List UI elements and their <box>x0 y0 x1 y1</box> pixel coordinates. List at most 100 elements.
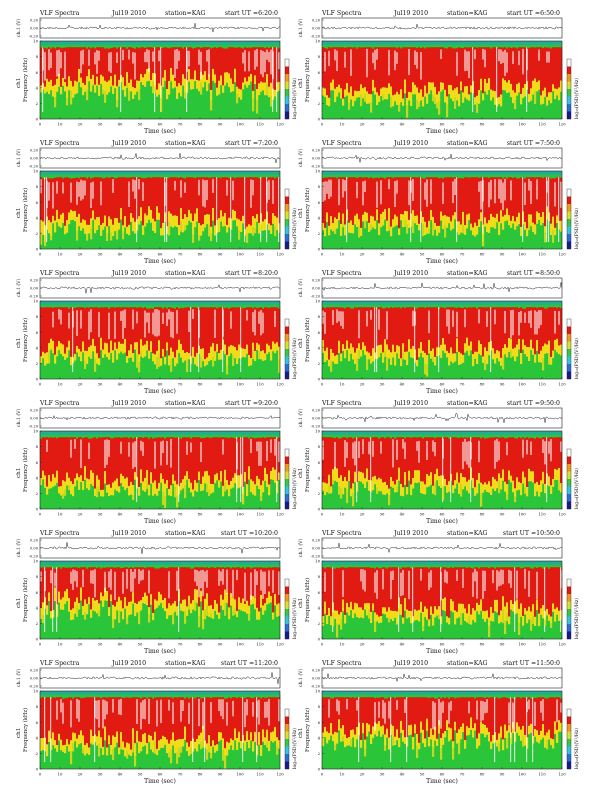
time-tick-label: 30 <box>380 252 385 257</box>
spectrogram-cell <box>372 304 375 349</box>
spectrogram-cell <box>358 695 360 762</box>
spectrogram-cell <box>532 471 535 483</box>
spectrogram-cell <box>238 731 241 743</box>
spectrogram-cell <box>140 349 143 357</box>
spectrogram-cell <box>522 725 525 736</box>
spectrogram-cell <box>52 565 54 632</box>
spectrogram-cell <box>498 698 501 734</box>
spectrogram-cell <box>118 222 121 230</box>
spectrogram-cell <box>484 438 487 483</box>
spectrogram-cell <box>498 49 501 62</box>
spectrogram-cell <box>346 83 349 96</box>
spectrogram-cell <box>526 439 529 455</box>
spectrogram-cell <box>420 568 423 581</box>
time-tick-label: 120 <box>558 642 566 647</box>
spectrogram-cell <box>134 52 137 80</box>
spectrogram-cell <box>332 698 335 735</box>
spectrogram-cell <box>164 356 167 365</box>
frequency-tick-label: 0 <box>36 377 39 382</box>
spectrogram-cell <box>338 46 341 85</box>
spectrogram-cell <box>500 565 503 611</box>
spectrogram-cell <box>490 694 493 742</box>
spectrogram-cell <box>102 699 105 729</box>
spectrogram-cell <box>396 696 399 730</box>
spectrogram-cell <box>496 599 499 613</box>
spectrogram-cell <box>124 309 127 328</box>
spectrogram-cell <box>526 565 529 611</box>
spectrogram-cell <box>140 702 143 730</box>
spectrogram-cell <box>196 79 199 89</box>
spectrogram-cell <box>250 73 253 82</box>
time-tick-label: 0 <box>39 122 42 127</box>
spectrogram-cell <box>168 48 171 82</box>
spectrogram-cell <box>124 596 127 609</box>
spectrogram-cell <box>102 436 105 490</box>
spectrogram-cell <box>184 223 187 231</box>
spectrogram-cell <box>168 309 171 320</box>
spectrogram-cell <box>548 437 551 477</box>
spectrogram-cell <box>328 97 331 107</box>
spectrogram-cell <box>248 739 251 749</box>
spectrogram-cell <box>234 347 237 359</box>
spectrogram-cell <box>270 82 273 96</box>
spectrogram-cell <box>220 594 223 606</box>
spectrogram-cell <box>210 567 213 606</box>
colorbar-segment <box>285 341 289 350</box>
spectrogram-cell <box>174 567 177 601</box>
spectrogram-cell <box>268 570 271 587</box>
spectrogram-cell <box>60 486 63 496</box>
spectrogram-cell <box>76 81 79 94</box>
spectrogram-cell <box>74 178 77 211</box>
spectrogram-cell <box>468 727 471 735</box>
spectrogram-cell <box>264 219 267 231</box>
time-tick-label: 0 <box>321 382 324 387</box>
spectrogram-cell <box>332 437 335 470</box>
spectrogram-cell <box>538 438 541 485</box>
spectrogram-cell <box>88 696 91 748</box>
time-tick-label: 70 <box>178 512 183 517</box>
spectrogram-cell <box>362 305 365 343</box>
spectrogram-cell <box>366 310 369 327</box>
time-tick-label: 100 <box>518 382 526 387</box>
spectrogram-cell <box>542 568 545 606</box>
spectrogram-cell <box>418 223 421 231</box>
spectrogram-cell <box>470 717 473 731</box>
time-tick-label: 40 <box>400 642 405 647</box>
spectrogram-cell <box>190 438 193 483</box>
spectrogram-cell <box>106 697 109 748</box>
spectrogram-cell <box>128 697 131 744</box>
spectrogram-cell <box>124 747 127 757</box>
spectrogram-cell <box>276 307 279 343</box>
frequency-tick-label: 8 <box>36 704 39 709</box>
spectrogram-cell <box>414 305 416 372</box>
spectrogram-cell <box>208 307 211 354</box>
spectrogram-cell <box>394 698 397 737</box>
spectrogram-cell <box>162 478 165 492</box>
spectrogram-cell <box>484 358 487 371</box>
spectrogram-cell <box>222 85 225 93</box>
spectrogram-cell <box>418 100 421 108</box>
spectrogram-cell <box>256 176 259 215</box>
spectrogram-cell <box>184 46 187 79</box>
spectrogram-cell <box>104 700 107 720</box>
spectrogram-cell <box>58 696 61 734</box>
spectrogram-cell <box>454 721 457 731</box>
spectrogram-cell <box>128 82 131 91</box>
spectrogram-cell <box>108 484 111 497</box>
spectrogram-cell <box>478 309 481 324</box>
spectrogram-cell <box>370 215 373 225</box>
spectrogram-cell <box>208 74 211 84</box>
time-tick-label: 20 <box>78 252 83 257</box>
spectrogram-cell <box>342 213 345 222</box>
colorbar-segment <box>285 74 289 82</box>
time-tick-label: 40 <box>400 252 405 257</box>
spectrogram-cell <box>158 435 161 483</box>
spectrogram-cell <box>214 696 217 746</box>
spectrogram-cell <box>516 216 519 227</box>
spectrogram-cell <box>176 750 179 764</box>
spectrogram-cell <box>412 695 415 737</box>
spectrogram-cell <box>466 481 469 491</box>
spectrogram-cell <box>386 568 389 612</box>
spectrogram-cell <box>58 486 61 494</box>
spectrogram-cell <box>510 437 513 476</box>
